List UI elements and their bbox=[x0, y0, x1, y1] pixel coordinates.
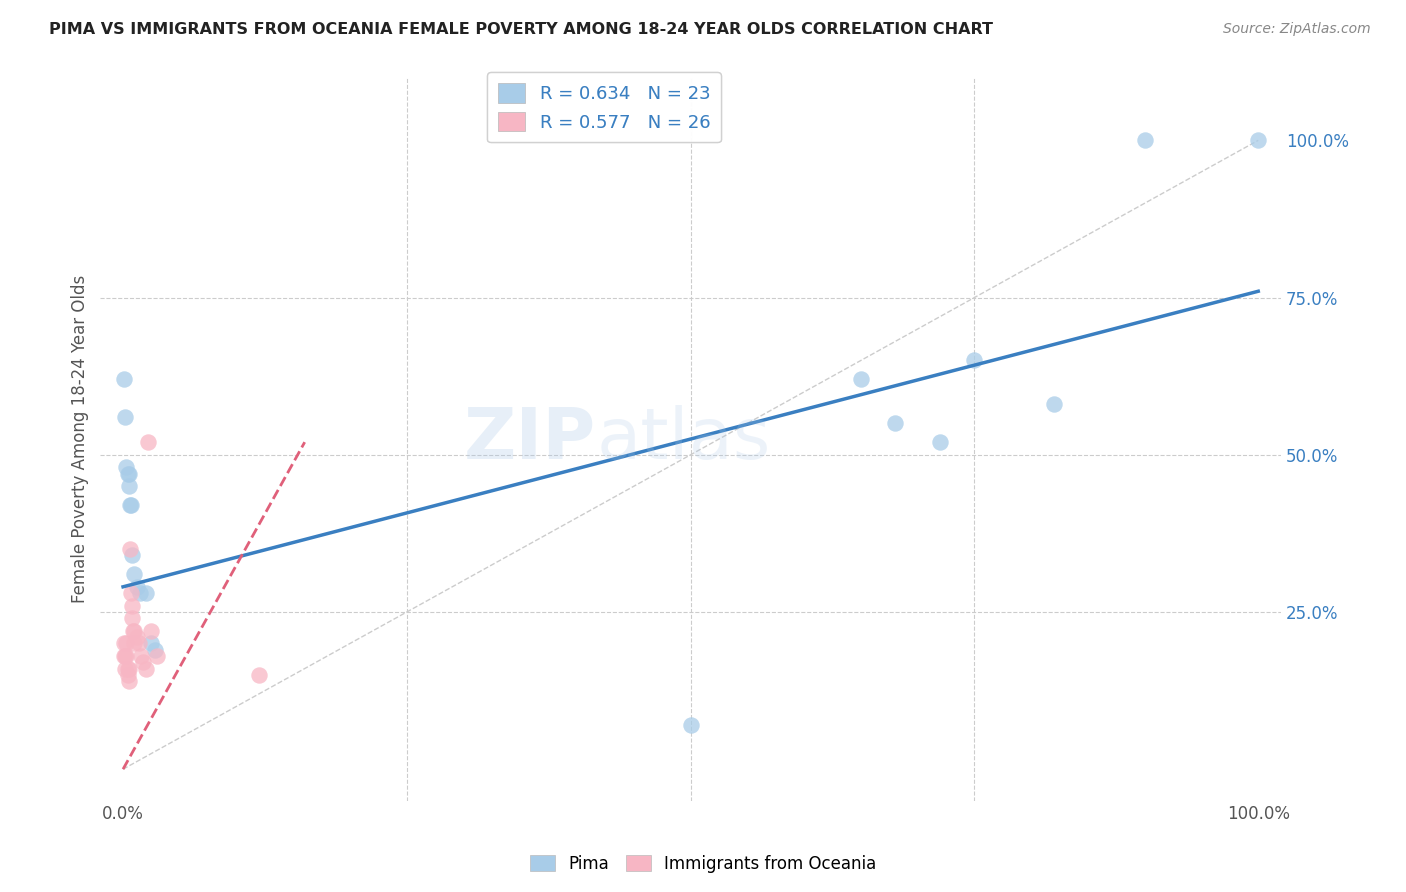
Text: ZIP: ZIP bbox=[464, 405, 596, 474]
Point bbox=[135, 662, 157, 676]
Point bbox=[141, 636, 163, 650]
Point bbox=[135, 586, 157, 600]
Point bbox=[117, 668, 139, 682]
Point bbox=[849, 372, 872, 386]
Point bbox=[112, 636, 135, 650]
Point bbox=[128, 636, 150, 650]
Point bbox=[115, 636, 138, 650]
Point bbox=[121, 611, 143, 625]
Legend: Pima, Immigrants from Oceania: Pima, Immigrants from Oceania bbox=[523, 848, 883, 880]
Point bbox=[1247, 133, 1270, 147]
Point bbox=[118, 498, 141, 512]
Point bbox=[141, 624, 163, 638]
Text: Source: ZipAtlas.com: Source: ZipAtlas.com bbox=[1223, 22, 1371, 37]
Legend: R = 0.634   N = 23, R = 0.577   N = 26: R = 0.634 N = 23, R = 0.577 N = 26 bbox=[486, 72, 721, 143]
Point bbox=[120, 586, 142, 600]
Point bbox=[963, 353, 986, 368]
Point bbox=[118, 479, 141, 493]
Point bbox=[124, 567, 146, 582]
Point bbox=[679, 718, 702, 732]
Point bbox=[118, 542, 141, 557]
Point bbox=[125, 630, 148, 644]
Point bbox=[120, 498, 142, 512]
Point bbox=[118, 467, 141, 481]
Point bbox=[114, 648, 136, 663]
Point bbox=[132, 655, 155, 669]
Point bbox=[114, 662, 136, 676]
Point bbox=[112, 372, 135, 386]
Point bbox=[121, 599, 143, 613]
Point bbox=[118, 662, 141, 676]
Text: PIMA VS IMMIGRANTS FROM OCEANIA FEMALE POVERTY AMONG 18-24 YEAR OLDS CORRELATION: PIMA VS IMMIGRANTS FROM OCEANIA FEMALE P… bbox=[49, 22, 993, 37]
Point bbox=[124, 624, 146, 638]
Point bbox=[112, 648, 135, 663]
Point bbox=[117, 467, 139, 481]
Y-axis label: Female Poverty Among 18-24 Year Olds: Female Poverty Among 18-24 Year Olds bbox=[72, 275, 89, 603]
Point bbox=[122, 624, 145, 638]
Point bbox=[115, 648, 138, 663]
Point bbox=[121, 549, 143, 563]
Point bbox=[247, 668, 270, 682]
Point bbox=[118, 674, 141, 689]
Point bbox=[146, 648, 169, 663]
Point bbox=[129, 586, 152, 600]
Point bbox=[1043, 397, 1066, 411]
Point bbox=[115, 460, 138, 475]
Point bbox=[884, 417, 907, 431]
Point bbox=[129, 648, 152, 663]
Point bbox=[124, 636, 146, 650]
Point bbox=[114, 410, 136, 425]
Text: atlas: atlas bbox=[596, 405, 770, 474]
Point bbox=[1133, 133, 1156, 147]
Point bbox=[117, 662, 139, 676]
Point bbox=[125, 580, 148, 594]
Point bbox=[929, 435, 952, 450]
Point bbox=[143, 642, 166, 657]
Point bbox=[136, 435, 159, 450]
